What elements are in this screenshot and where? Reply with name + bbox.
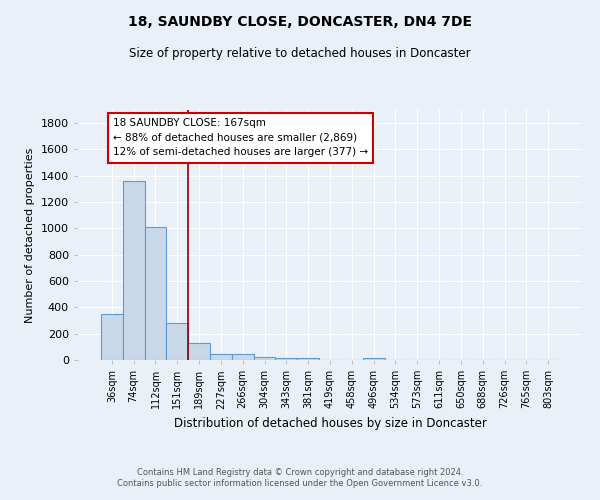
Bar: [145, 227, 166, 360]
Bar: [166, 322, 188, 360]
Bar: [254, 357, 275, 360]
Bar: [232, 354, 254, 360]
Text: Size of property relative to detached houses in Doncaster: Size of property relative to detached ho…: [129, 48, 471, 60]
X-axis label: Distribution of detached houses by size in Doncaster: Distribution of detached houses by size …: [173, 417, 487, 430]
Bar: [101, 314, 123, 360]
Bar: [188, 343, 210, 360]
Text: 18 SAUNDBY CLOSE: 167sqm
← 88% of detached houses are smaller (2,869)
12% of sem: 18 SAUNDBY CLOSE: 167sqm ← 88% of detach…: [113, 118, 368, 158]
Bar: [297, 358, 319, 360]
Bar: [275, 358, 297, 360]
Bar: [363, 358, 385, 360]
Bar: [210, 354, 232, 360]
Text: Contains HM Land Registry data © Crown copyright and database right 2024.
Contai: Contains HM Land Registry data © Crown c…: [118, 468, 482, 487]
Y-axis label: Number of detached properties: Number of detached properties: [25, 148, 35, 322]
Bar: [123, 181, 145, 360]
Text: 18, SAUNDBY CLOSE, DONCASTER, DN4 7DE: 18, SAUNDBY CLOSE, DONCASTER, DN4 7DE: [128, 15, 472, 29]
